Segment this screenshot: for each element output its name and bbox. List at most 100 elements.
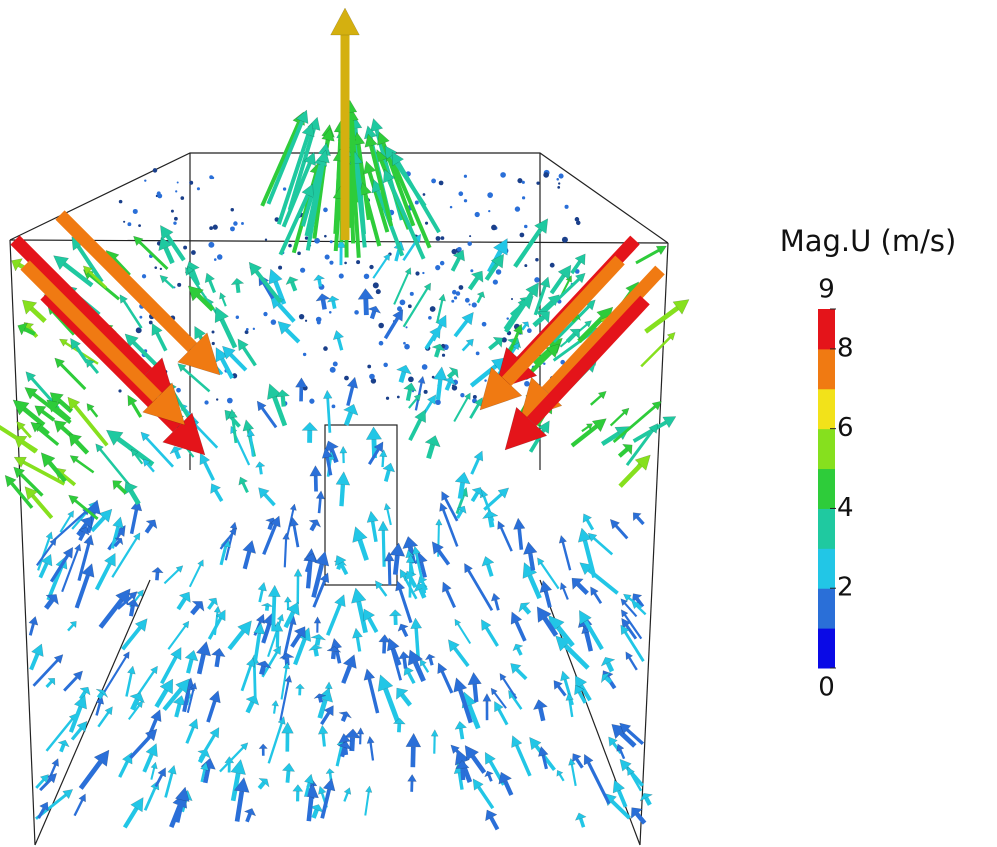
glyph-dot bbox=[408, 304, 412, 308]
arrow-shaft bbox=[286, 330, 299, 342]
arrow-shaft bbox=[563, 588, 567, 599]
arrow-shaft bbox=[608, 663, 612, 671]
glyph-dot bbox=[174, 217, 178, 221]
arrow-shaft bbox=[524, 607, 529, 613]
arrow-shaft bbox=[243, 483, 247, 492]
glyph-dot bbox=[283, 187, 286, 190]
arrow-shaft bbox=[501, 528, 511, 551]
glyph-dot bbox=[329, 261, 333, 265]
arrow-shaft bbox=[294, 526, 298, 547]
arrow-shaft bbox=[176, 451, 179, 458]
arrow-shaft bbox=[68, 625, 73, 631]
arrow-head bbox=[367, 736, 374, 743]
arrow-shaft bbox=[99, 693, 102, 697]
arrow-head bbox=[259, 744, 267, 749]
arrow-shaft bbox=[348, 387, 353, 406]
arrow-shaft bbox=[380, 587, 387, 596]
glyph-dot bbox=[488, 210, 490, 212]
arrow-shaft bbox=[328, 398, 330, 432]
arrow-shaft bbox=[292, 635, 300, 647]
colorbar-band bbox=[818, 548, 835, 588]
arrow-shaft bbox=[455, 321, 467, 336]
arrow-shaft bbox=[287, 771, 288, 783]
arrow-shaft bbox=[455, 648, 468, 666]
glyph-dot bbox=[144, 179, 146, 181]
arrow-shaft bbox=[315, 649, 316, 656]
arrow-shaft bbox=[81, 762, 101, 789]
arrow-shaft bbox=[187, 727, 194, 743]
arrow-shaft bbox=[25, 329, 35, 334]
glyph-dot bbox=[436, 236, 441, 241]
arrow-head bbox=[282, 763, 294, 771]
arrow-head bbox=[418, 376, 425, 383]
glyph-dot bbox=[376, 289, 381, 294]
glyph-dot bbox=[214, 258, 217, 261]
arrow-shaft bbox=[64, 677, 77, 690]
colorbar-band bbox=[818, 508, 835, 548]
arrow-shaft bbox=[595, 593, 601, 603]
glyph-dot bbox=[476, 351, 480, 355]
arrow-shaft bbox=[534, 317, 543, 325]
arrow-shaft bbox=[438, 380, 440, 400]
glyph-dot bbox=[160, 268, 162, 270]
arrow-head bbox=[323, 390, 332, 398]
arrow-shaft bbox=[394, 273, 408, 304]
arrow-shaft bbox=[265, 495, 275, 506]
arrow-shaft bbox=[429, 445, 433, 459]
arrow-shaft bbox=[262, 408, 276, 427]
arrow-shaft bbox=[145, 788, 155, 810]
arrow-shaft bbox=[319, 499, 320, 513]
glyph-dot bbox=[373, 282, 379, 288]
arrow-head bbox=[302, 422, 318, 430]
glyph-dot bbox=[431, 179, 436, 184]
arrow-shaft bbox=[463, 344, 470, 351]
colorbar-title: Mag.U (m/s) bbox=[780, 224, 957, 258]
arrow-head bbox=[258, 582, 266, 591]
arrow-head bbox=[310, 466, 322, 477]
arrow-head bbox=[280, 653, 295, 658]
glyph-dot bbox=[442, 354, 445, 357]
arrow-head bbox=[294, 569, 302, 577]
glyph-dot bbox=[464, 199, 467, 202]
arrow-head bbox=[431, 730, 438, 737]
glyph-dot bbox=[227, 398, 233, 404]
arrow-shaft bbox=[320, 700, 325, 718]
arrow-shaft bbox=[490, 517, 492, 527]
arrow-shaft bbox=[309, 797, 312, 821]
glyph-dot bbox=[383, 363, 388, 368]
arrow-head bbox=[296, 684, 305, 689]
arrow-head bbox=[254, 623, 265, 634]
arrow-shaft bbox=[76, 460, 93, 472]
arrow-head bbox=[75, 544, 81, 551]
glyph-dot bbox=[180, 196, 184, 200]
glyph-dot bbox=[316, 317, 322, 323]
glyph-dot bbox=[173, 221, 176, 224]
arrow-shaft bbox=[341, 485, 342, 506]
arrow-head bbox=[231, 278, 244, 285]
arrow-head bbox=[406, 733, 421, 747]
arrow-head bbox=[168, 765, 176, 774]
glyph-dot bbox=[303, 353, 306, 356]
glyph-dot bbox=[369, 265, 373, 269]
arrow-head bbox=[455, 472, 470, 484]
arrow-shaft bbox=[499, 710, 507, 725]
arrow-shaft bbox=[470, 278, 478, 289]
glyph-dot bbox=[297, 252, 301, 256]
arrow-shaft bbox=[373, 522, 376, 542]
arrow-shaft bbox=[124, 301, 141, 328]
glyph-dot bbox=[459, 285, 464, 290]
arrow-shaft bbox=[447, 382, 450, 390]
glyph-dot bbox=[450, 206, 453, 209]
glyph-dot bbox=[367, 365, 371, 369]
glyph-dot bbox=[216, 398, 218, 400]
glyph-dot bbox=[491, 225, 497, 231]
arrow-shaft bbox=[222, 320, 235, 348]
arrow-head bbox=[358, 288, 374, 299]
arrow-shaft bbox=[61, 365, 85, 390]
glyph-dot bbox=[472, 302, 477, 307]
glyph-dot bbox=[496, 269, 501, 274]
glyph-dot bbox=[139, 316, 142, 319]
glyph-dot bbox=[460, 393, 464, 397]
glyph-dot bbox=[217, 254, 222, 259]
arrow-shaft bbox=[131, 491, 139, 504]
